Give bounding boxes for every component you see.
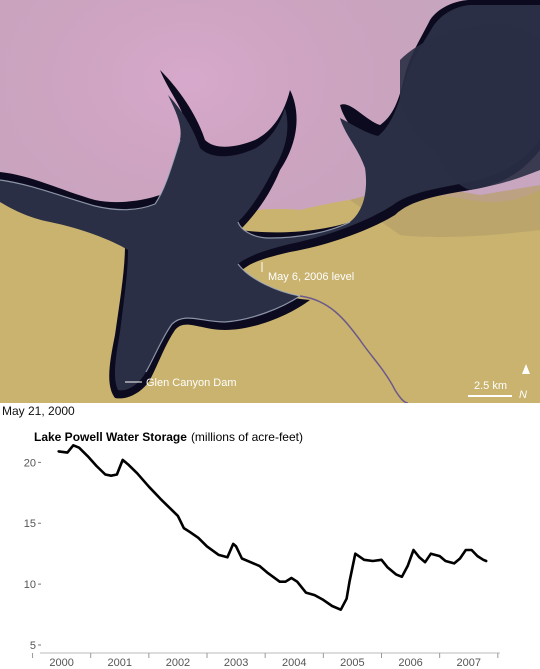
storage-chart: Lake Powell Water Storage (millions of ac… — [24, 430, 500, 669]
dam-label: Glen Canyon Dam — [146, 377, 237, 389]
y-tick-label: 5 — [30, 640, 36, 652]
y-tick-label: 20 — [24, 457, 36, 469]
y-tick-label: 10 — [24, 579, 36, 591]
chart-title: Lake Powell Water Storage — [34, 430, 187, 444]
x-tick-label: 2004 — [282, 657, 306, 669]
satellite-image: May 6, 2006 level Glen Canyon Dam 2.5 km… — [0, 0, 540, 403]
y-tick-label: 15 — [24, 518, 36, 530]
level-label: May 6, 2006 level — [268, 271, 354, 283]
image-date-caption: May 21, 2000 — [2, 404, 75, 418]
shoreline — [0, 139, 351, 373]
x-tick-label: 2003 — [224, 657, 248, 669]
x-tick-label: 2002 — [166, 657, 190, 669]
x-tick-label: 2007 — [456, 657, 480, 669]
lake-water — [0, 5, 540, 391]
chart-title-line: Lake Powell Water Storage (millions of ac… — [34, 430, 303, 444]
x-tick-label: 2000 — [49, 657, 73, 669]
north-label: N — [519, 389, 527, 401]
y-ticks: 5 10 15 20 — [24, 457, 41, 652]
north-arrow-icon — [522, 364, 530, 374]
x-tick-label: 2001 — [108, 657, 132, 669]
river — [299, 295, 409, 403]
storage-series-line — [57, 443, 488, 611]
scale-label: 2.5 km — [474, 380, 507, 392]
x-ticks: 2000 2001 2002 2003 2004 2005 2006 2007 — [32, 653, 499, 669]
chart-subtitle: (millions of acre-feet) — [191, 430, 303, 444]
x-tick-label: 2005 — [340, 657, 364, 669]
x-tick-label: 2006 — [398, 657, 422, 669]
